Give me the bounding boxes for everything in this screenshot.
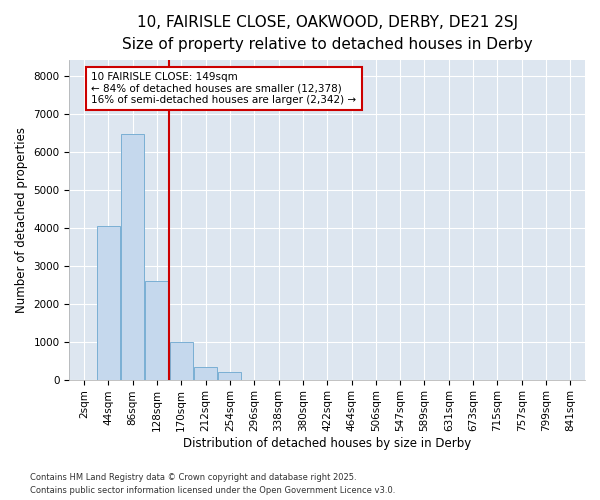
Y-axis label: Number of detached properties: Number of detached properties (15, 127, 28, 313)
Bar (145, 281, 169, 380)
Bar (218, 372, 241, 380)
Text: 10 FAIRISLE CLOSE: 149sqm
← 84% of detached houses are smaller (12,378)
16% of s: 10 FAIRISLE CLOSE: 149sqm ← 84% of detac… (91, 72, 356, 105)
Bar (170, 342, 193, 380)
Bar (194, 368, 217, 380)
X-axis label: Distribution of detached houses by size in Derby: Distribution of detached houses by size … (183, 437, 472, 450)
Bar (121, 134, 144, 380)
Bar (97, 226, 120, 380)
Text: Contains HM Land Registry data © Crown copyright and database right 2025.
Contai: Contains HM Land Registry data © Crown c… (30, 474, 395, 495)
Title: 10, FAIRISLE CLOSE, OAKWOOD, DERBY, DE21 2SJ
Size of property relative to detach: 10, FAIRISLE CLOSE, OAKWOOD, DERBY, DE21… (122, 15, 533, 52)
